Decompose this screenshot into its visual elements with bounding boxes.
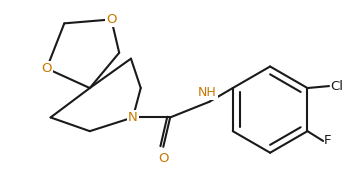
Text: O: O: [158, 152, 169, 165]
Text: O: O: [106, 13, 116, 26]
Text: Cl: Cl: [330, 80, 343, 93]
Text: O: O: [42, 62, 52, 75]
Text: F: F: [324, 134, 332, 147]
Text: NH: NH: [198, 86, 217, 99]
Text: N: N: [128, 111, 138, 124]
